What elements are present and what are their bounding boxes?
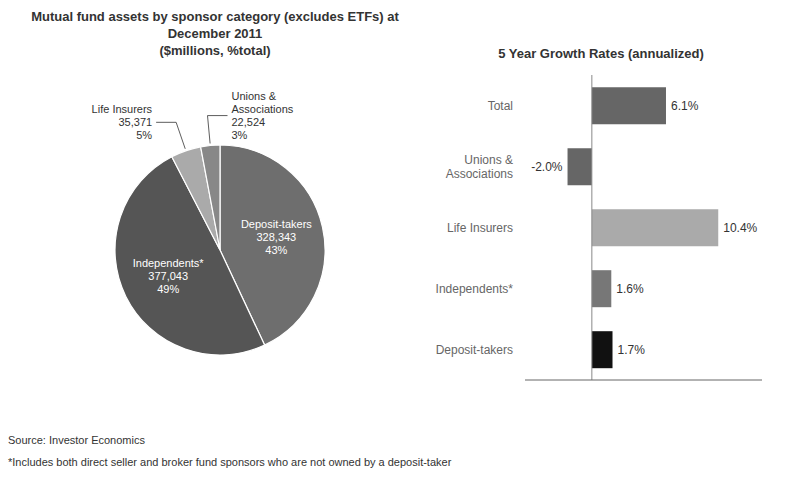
html-text:*Includes both direct seller a: *Includes both direct seller and broker … [8, 456, 452, 468]
svg-text:Deposit-takers: Deposit-takers [436, 343, 513, 357]
svg-text:Independents*377,04349%: Independents*377,04349% [133, 257, 205, 295]
svg-text:Life Insurers: Life Insurers [447, 221, 513, 235]
svg-text:-2.0%: -2.0% [531, 160, 563, 174]
svg-text:1.6%: 1.6% [616, 282, 644, 296]
svg-text:Unions &Associations22,5243%: Unions &Associations22,5243% [232, 90, 294, 141]
svg-text:1.7%: 1.7% [618, 343, 646, 357]
html-text:Mutual fund assets by sponsor: Mutual fund assets by sponsor category (… [31, 9, 399, 41]
html-text:($millions, %total): ($millions, %total) [159, 43, 271, 58]
svg-text:Life Insurers35,3715%: Life Insurers35,3715% [92, 103, 153, 141]
svg-text:6.1%: 6.1% [671, 99, 699, 113]
svg-text:Total: Total [488, 99, 513, 113]
svg-text:Independents*: Independents* [436, 282, 514, 296]
html-text:Source: Investor Economics: Source: Investor Economics [8, 434, 145, 446]
svg-text:Deposit-takers328,34343%: Deposit-takers328,34343% [241, 218, 312, 256]
svg-text:10.4%: 10.4% [723, 221, 757, 235]
svg-text:Unions &Associations: Unions &Associations [446, 153, 513, 181]
html-text:5 Year Growth Rates (annualize: 5 Year Growth Rates (annualized) [498, 46, 704, 61]
